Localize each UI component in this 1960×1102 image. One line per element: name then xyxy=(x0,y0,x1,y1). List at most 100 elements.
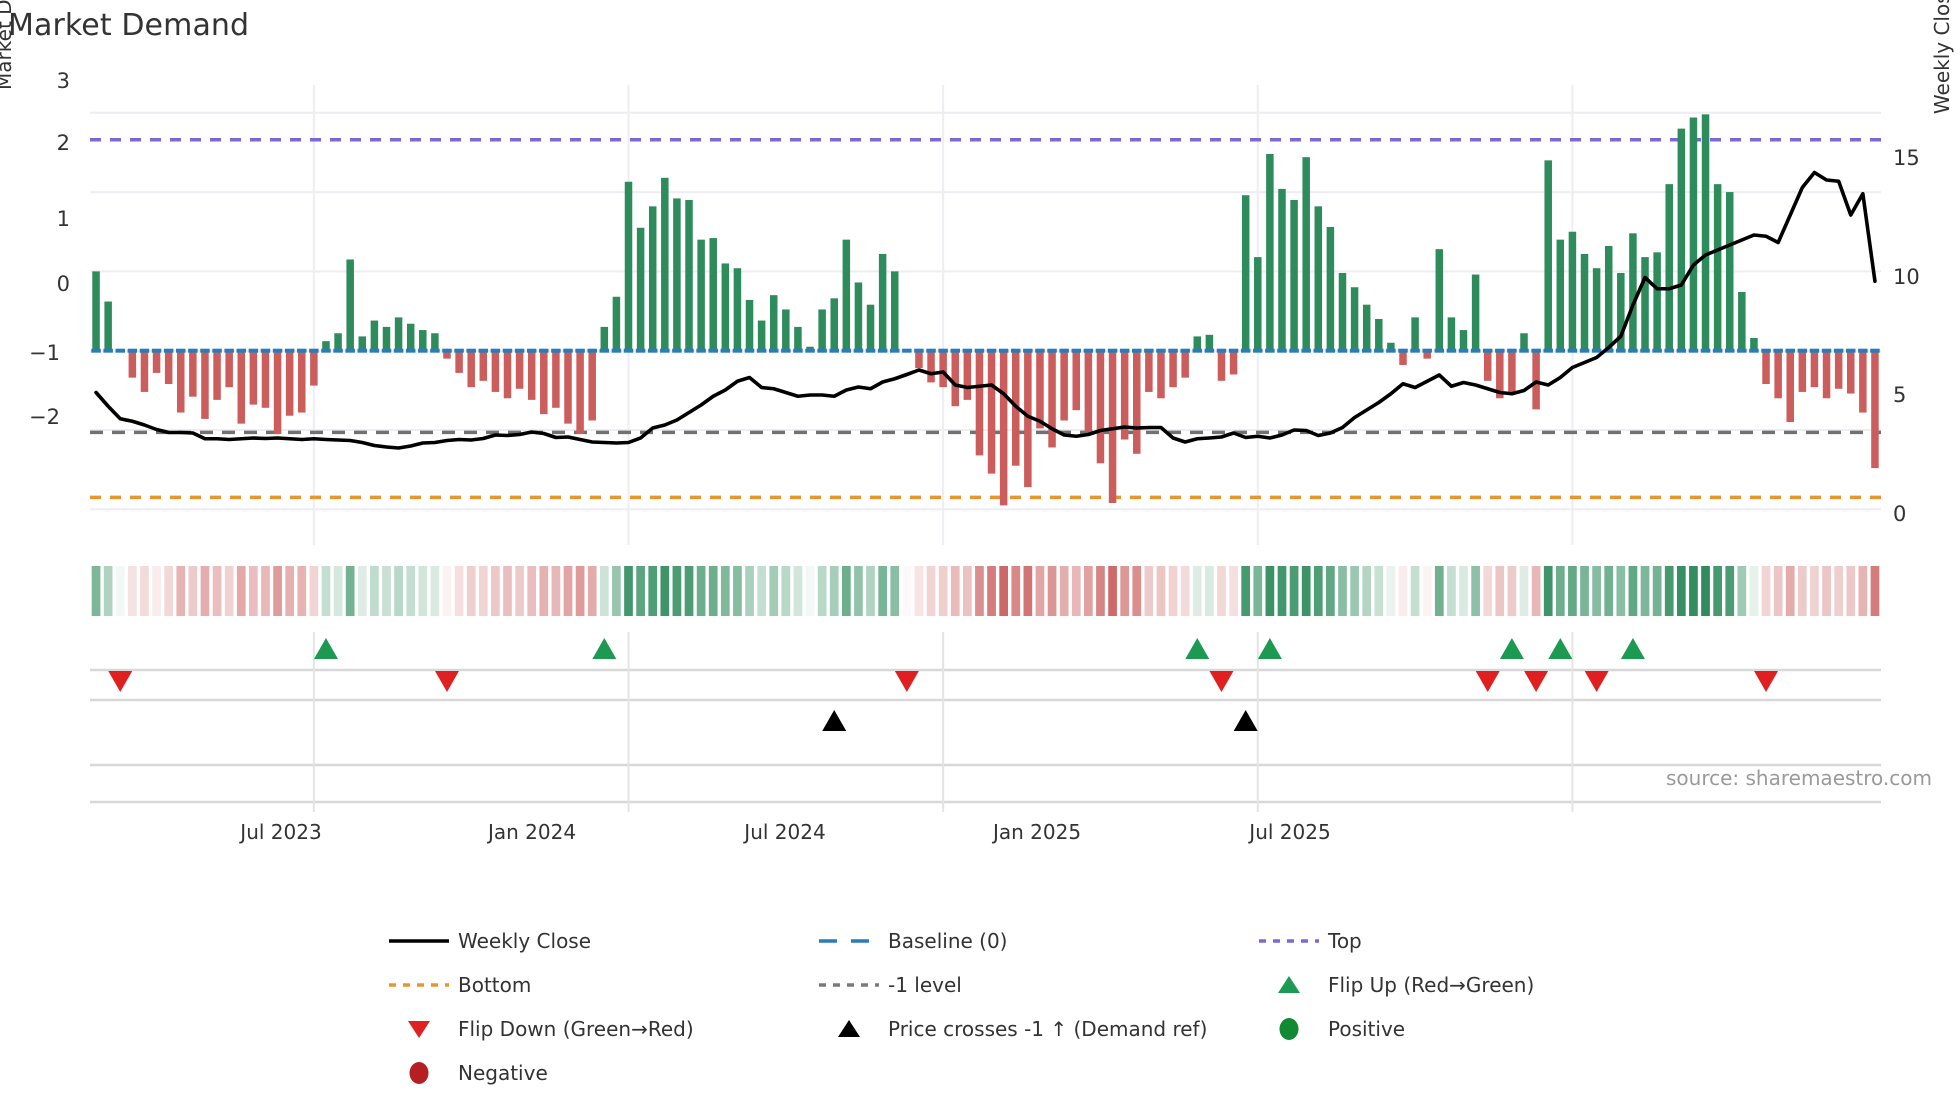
heatmap-cell xyxy=(1483,566,1493,616)
price-cross-up-marker xyxy=(1233,710,1258,731)
demand-bar xyxy=(370,320,379,351)
heatmap-cell xyxy=(817,566,827,616)
y-tick-right-5: 5 xyxy=(1893,383,1907,407)
heatmap-cell xyxy=(1459,566,1468,616)
demand-bar xyxy=(987,350,996,474)
demand-bar xyxy=(1036,350,1044,429)
demand-bar xyxy=(588,350,596,421)
signal-marker-panel xyxy=(90,632,1881,812)
demand-bar xyxy=(1665,184,1673,351)
heatmap-cell xyxy=(491,566,500,616)
heatmap-cell xyxy=(1870,566,1880,616)
heatmap-cell xyxy=(1447,566,1456,616)
demand-bar xyxy=(394,317,403,351)
heatmap-cell xyxy=(781,566,791,616)
demand-bar xyxy=(1399,350,1407,365)
heatmap-cell xyxy=(1858,566,1868,616)
x-tick-jan-2025: Jan 2025 xyxy=(992,820,1082,844)
heatmap-cell xyxy=(829,566,839,616)
heatmap-cell xyxy=(938,566,948,616)
demand-bar xyxy=(1532,350,1540,410)
demand-bar xyxy=(261,350,270,408)
demand-bar xyxy=(890,271,899,351)
demand-bar xyxy=(624,181,633,351)
heatmap-cell xyxy=(1725,566,1735,616)
heatmap-cell xyxy=(321,566,331,616)
heatmap-cell xyxy=(1616,566,1626,616)
heatmap-cell xyxy=(515,566,524,616)
demand-bar xyxy=(1133,350,1141,454)
legend-item[interactable]: Weekly Close xyxy=(380,922,810,960)
demand-bar xyxy=(1423,350,1431,359)
heatmap-cell xyxy=(745,566,754,616)
heatmap-cell xyxy=(1834,566,1843,616)
heatmap-cell xyxy=(1398,566,1408,616)
demand-bar xyxy=(769,295,778,351)
flip-up-marker xyxy=(1185,638,1210,659)
demand-bar xyxy=(1157,350,1165,399)
heatmap-cell xyxy=(115,566,125,616)
heatmap-cell xyxy=(1168,566,1178,616)
legend-item[interactable]: Price crosses -1 ↑ (Demand ref) xyxy=(810,1010,1250,1048)
demand-bar xyxy=(1810,350,1819,388)
x-tick-jul-2024: Jul 2024 xyxy=(744,820,826,844)
source-caption: source: sharemaestro.com xyxy=(1666,766,1932,790)
legend-item[interactable]: Negative xyxy=(380,1054,810,1092)
demand-bar xyxy=(878,253,887,351)
legend-item[interactable]: Baseline (0) xyxy=(810,922,1250,960)
heatmap-cell xyxy=(1580,566,1589,616)
demand-bar xyxy=(1375,318,1383,351)
legend-label: Weekly Close xyxy=(458,929,592,953)
heatmap-cell xyxy=(418,566,428,616)
demand-bar xyxy=(1084,350,1093,432)
legend-item[interactable]: Flip Up (Red→Green) xyxy=(1250,966,1630,1004)
demand-bar xyxy=(1387,342,1395,351)
heatmap-cell xyxy=(1761,566,1771,616)
heatmap-cell xyxy=(1217,566,1226,616)
heatmap-cell xyxy=(757,566,766,616)
demand-bar xyxy=(721,263,730,351)
legend-item[interactable]: Bottom xyxy=(380,966,810,1004)
demand-bar xyxy=(1169,350,1177,388)
heatmap-cell xyxy=(1035,566,1045,616)
demand-bar xyxy=(636,227,645,351)
heatmap-cell xyxy=(1301,566,1311,616)
legend-item[interactable]: Top xyxy=(1250,922,1630,960)
heatmap-cell xyxy=(551,566,561,616)
heatmap-cell xyxy=(503,566,512,616)
demand-bar xyxy=(1241,195,1250,351)
legend-item[interactable]: Positive xyxy=(1250,1010,1630,1048)
y-tick-right-10: 10 xyxy=(1893,265,1920,289)
demand-bar xyxy=(648,206,657,351)
demand-bar xyxy=(1604,246,1613,351)
triangle-up-icon xyxy=(810,1017,888,1041)
demand-bar xyxy=(661,177,669,351)
demand-bar xyxy=(1060,350,1068,421)
heatmap-cell xyxy=(103,566,113,616)
demand-bar xyxy=(818,309,826,351)
heatmap-cell xyxy=(563,566,573,616)
heatmap-cell xyxy=(1689,566,1698,616)
heatmap-cell xyxy=(188,566,198,616)
legend-item[interactable]: Flip Down (Green→Red) xyxy=(380,1010,810,1048)
demand-bar xyxy=(1556,239,1565,351)
heatmap-cell xyxy=(805,566,815,616)
heatmap-cell xyxy=(1822,566,1831,616)
legend-item[interactable]: -1 level xyxy=(810,966,1250,1004)
demand-bar xyxy=(540,350,548,415)
flip-down-marker xyxy=(1475,671,1500,692)
heatmap-cell xyxy=(612,566,621,616)
demand-bar xyxy=(1871,350,1879,469)
heatmap-cell xyxy=(1096,566,1105,616)
demand-bar xyxy=(1217,350,1226,381)
y-tick-left-0: 0 xyxy=(56,272,70,296)
heatmap-cell xyxy=(1265,566,1275,616)
demand-bar xyxy=(1096,350,1105,464)
y-tick-right-15: 15 xyxy=(1893,146,1920,170)
heatmap-cell xyxy=(152,566,161,616)
heatmap-cell xyxy=(442,566,452,616)
heatmap-cell xyxy=(1810,566,1819,616)
heatmap-cell xyxy=(1084,566,1093,616)
flip-down-marker xyxy=(1524,671,1549,692)
demand-bar xyxy=(1508,350,1516,392)
